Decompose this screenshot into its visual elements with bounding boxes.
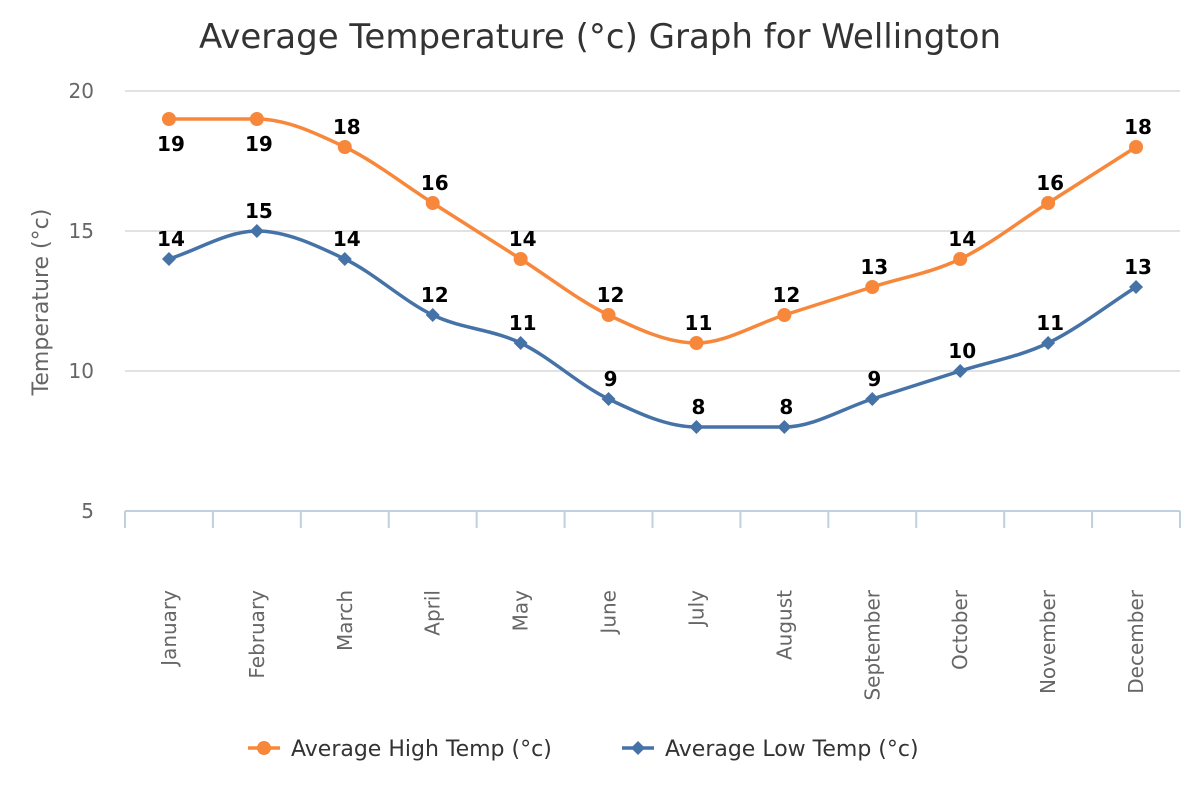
data-point xyxy=(337,140,352,154)
x-tick-label: October xyxy=(948,589,972,670)
x-tick-label: April xyxy=(421,590,445,636)
x-tick-label: September xyxy=(860,589,884,700)
data-label-low: 9 xyxy=(604,367,618,391)
data-point xyxy=(337,252,352,266)
y-tick-label: 15 xyxy=(69,219,94,243)
legend-item-1[interactable]: Average Low Temp (°c) xyxy=(622,737,919,762)
data-point xyxy=(1129,140,1144,154)
series-1 xyxy=(161,224,1144,434)
data-point xyxy=(249,112,264,126)
x-tick-label: March xyxy=(333,590,357,651)
data-point xyxy=(689,336,704,350)
data-point xyxy=(689,420,704,434)
y-axis-title: Temperature (°c) xyxy=(29,209,54,397)
data-label-low: 14 xyxy=(333,227,361,251)
y-tick-label: 10 xyxy=(69,359,94,383)
data-point xyxy=(865,280,880,294)
data-point xyxy=(953,364,968,378)
data-label-high: 18 xyxy=(333,115,361,139)
data-point xyxy=(425,196,440,210)
data-label-low: 14 xyxy=(157,227,185,251)
data-point xyxy=(1041,196,1056,210)
data-label-high: 19 xyxy=(157,132,185,156)
data-label-low: 12 xyxy=(421,283,449,307)
data-label-low: 15 xyxy=(245,199,273,223)
data-point xyxy=(777,420,792,434)
data-label-low: 11 xyxy=(1036,311,1064,335)
legend-marker xyxy=(631,741,645,755)
gridlines xyxy=(125,90,1180,372)
x-tick-label: November xyxy=(1036,589,1060,694)
legend-label: Average Low Temp (°c) xyxy=(665,737,919,762)
data-point xyxy=(161,252,176,266)
data-label-low: 10 xyxy=(948,339,976,363)
series-line xyxy=(168,229,1137,429)
data-label-low: 8 xyxy=(779,395,793,419)
data-label-high: 16 xyxy=(421,171,449,195)
data-label-low: 11 xyxy=(509,311,537,335)
x-tick-label: June xyxy=(597,590,621,636)
y-axis-ticks: 5 10 15 20 xyxy=(69,79,94,523)
x-tick-label: August xyxy=(772,590,796,660)
data-label-high: 16 xyxy=(1036,171,1064,195)
data-point xyxy=(161,112,176,126)
data-point xyxy=(865,392,880,406)
x-tick-label: May xyxy=(509,590,533,632)
x-tick-label: February xyxy=(245,590,269,679)
data-point xyxy=(425,308,440,322)
data-labels: 19 19 18 16 14 12 11 12 13 14 16 18 14 15 14 12 11 9 8 8 9 10… xyxy=(157,115,1152,419)
data-label-high: 14 xyxy=(509,227,537,251)
data-label-high: 18 xyxy=(1124,115,1152,139)
legend-item-0[interactable]: Average High Temp (°c) xyxy=(248,737,552,762)
data-point xyxy=(249,224,264,238)
data-label-low: 9 xyxy=(867,367,881,391)
x-tick-label: December xyxy=(1124,589,1148,693)
data-point xyxy=(601,392,616,406)
data-point xyxy=(1129,280,1144,294)
data-point xyxy=(513,252,528,266)
legend-marker xyxy=(257,741,271,755)
data-label-high: 12 xyxy=(772,283,800,307)
data-label-high: 19 xyxy=(245,132,273,156)
data-label-high: 11 xyxy=(685,311,713,335)
series-lines xyxy=(161,112,1144,434)
data-point xyxy=(1041,336,1056,350)
x-axis: January February March April May June July Augu… xyxy=(124,510,1181,701)
legend[interactable]: Average High Temp (°c) Average Low Temp (… xyxy=(248,737,919,762)
data-point xyxy=(513,336,528,350)
legend-label: Average High Temp (°c) xyxy=(291,737,552,762)
data-label-low: 13 xyxy=(1124,255,1152,279)
data-point xyxy=(777,308,792,322)
chart-title: Average Temperature (°c) Graph for Welli… xyxy=(199,17,1001,57)
y-tick-label: 5 xyxy=(81,499,94,523)
x-tick-label: January xyxy=(157,590,181,668)
data-point xyxy=(953,252,968,266)
series-0 xyxy=(161,112,1144,350)
data-label-low: 8 xyxy=(691,395,705,419)
x-tick-label: July xyxy=(684,590,708,628)
data-label-high: 12 xyxy=(597,283,625,307)
data-label-high: 13 xyxy=(860,255,888,279)
data-label-high: 14 xyxy=(948,227,976,251)
y-tick-label: 20 xyxy=(69,79,94,103)
data-point xyxy=(601,308,616,322)
